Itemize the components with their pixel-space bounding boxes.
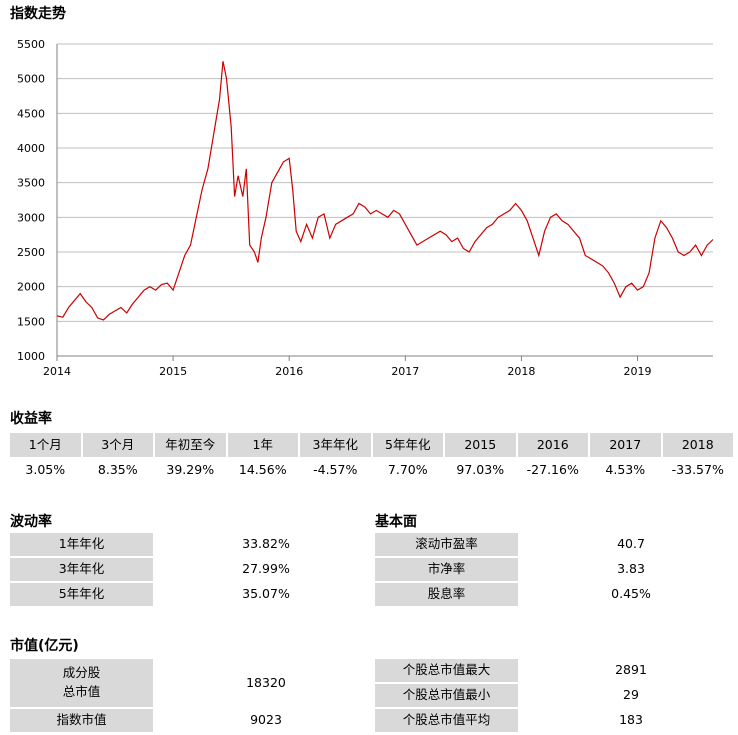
section-title: 基本面 [375, 514, 417, 530]
label-cell: 个股总市值最大 [375, 659, 518, 682]
value-cell: -27.16% [526, 461, 579, 477]
header-cell: 1个月 [10, 433, 81, 457]
label-cell: 个股总市值平均 [375, 709, 518, 732]
value-cell: -33.57% [671, 461, 724, 477]
y-tick-label: 4000 [17, 142, 45, 155]
value-cell: 2891 [615, 662, 647, 678]
label-cell: 股息率 [375, 583, 518, 606]
y-tick-label: 4500 [17, 107, 45, 120]
chart-title: 指数走势 [10, 5, 66, 22]
header-cell: 年初至今 [155, 433, 226, 457]
value-cell: 0.45% [611, 586, 651, 602]
y-tick-label: 5000 [17, 73, 45, 86]
value-cell: 8.35% [97, 461, 138, 477]
header-cell: 2018 [662, 433, 733, 457]
label-cell: 个股总市值最小 [375, 684, 518, 707]
label-cell: 5年年化 [10, 583, 153, 606]
header-cell: 2017 [590, 433, 661, 457]
y-tick-label: 1500 [17, 315, 45, 328]
value-cell: 18320 [246, 674, 286, 690]
value-cell: 14.56% [238, 461, 287, 477]
x-tick-label: 2016 [275, 365, 303, 378]
value-cell: 3.83 [617, 561, 645, 577]
header-cell: 1年 [227, 433, 298, 457]
value-cell: 3.05% [25, 461, 66, 477]
value-cell: 39.29% [166, 461, 215, 477]
y-tick-label: 5500 [17, 38, 45, 51]
value-cell: 40.7 [617, 536, 645, 552]
y-tick-label: 3500 [17, 177, 45, 190]
label-cell: 3年年化 [10, 558, 153, 581]
y-tick-label: 1000 [17, 350, 45, 363]
value-cell: 27.99% [242, 561, 290, 577]
label-cell: 指数市值 [10, 709, 153, 732]
value-cell: 35.07% [242, 586, 290, 602]
header-cell: 2015 [445, 433, 516, 457]
label-cell: 1年年化 [10, 533, 153, 556]
label-cell: 市净率 [375, 558, 518, 581]
x-tick-label: 2015 [159, 365, 187, 378]
header-cell: 3个月 [82, 433, 153, 457]
value-cell: 97.03% [456, 461, 505, 477]
value-cell: 29 [623, 687, 639, 703]
header-cell: 2016 [517, 433, 588, 457]
header-cell: 5年年化 [372, 433, 443, 457]
y-tick-label: 2000 [17, 281, 45, 294]
section-title: 波动率 [10, 514, 52, 530]
y-tick-label: 2500 [17, 246, 45, 259]
x-tick-label: 2019 [624, 365, 652, 378]
label-cell: 成分股 总市值 [10, 659, 153, 707]
x-tick-label: 2014 [43, 365, 71, 378]
x-tick-label: 2018 [507, 365, 535, 378]
value-cell: 33.82% [242, 536, 290, 552]
label-cell: 滚动市盈率 [375, 533, 518, 556]
value-cell: 7.70% [387, 461, 428, 477]
section-title: 收益率 [10, 411, 52, 427]
section-title: 市值(亿元) [10, 638, 79, 654]
value-cell: 183 [619, 712, 643, 728]
value-cell: 9023 [250, 712, 282, 728]
header-cell: 3年年化 [300, 433, 371, 457]
y-tick-label: 3000 [17, 211, 45, 224]
value-cell: -4.57% [313, 461, 358, 477]
index-line [56, 61, 714, 321]
chart: 指数走势 1000 1500 2000 2500 3000 3500 4000 4500 500… [10, 5, 714, 378]
x-tick-label: 2017 [391, 365, 419, 378]
value-cell: 4.53% [605, 461, 646, 477]
